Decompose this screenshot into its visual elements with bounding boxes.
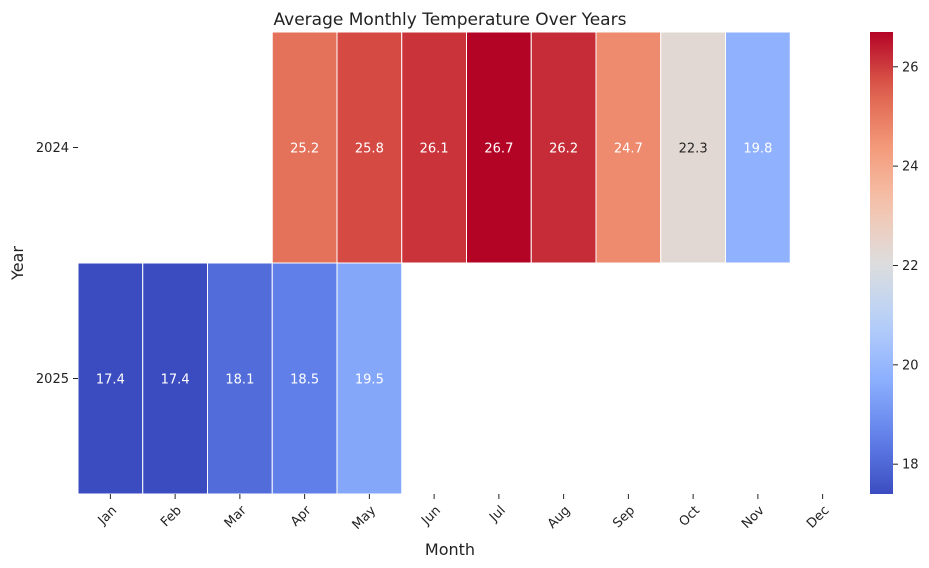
heatmap-cell-2024-May [336, 31, 403, 264]
heatmap-cell-2024-Apr [271, 31, 338, 264]
x-tick-label: May [350, 503, 380, 533]
x-tick-label: Jan [95, 503, 120, 528]
y-tick-label: 2024 [36, 141, 69, 156]
colorbar-tick-label: 20 [902, 358, 919, 373]
colorbar: 18 20 22 24 26 [870, 32, 919, 494]
cell-value-label: 26.2 [549, 142, 578, 157]
x-tick-label: Feb [158, 503, 185, 530]
chart-title: Average Monthly Temperature Over Years [274, 10, 627, 30]
heatmap-cell-2024-Nov [725, 31, 791, 264]
heatmap-cell-2025-Feb [142, 262, 208, 495]
y-tick-label: 2025 [36, 372, 69, 387]
colorbar-tick-label: 26 [902, 60, 919, 75]
cell-value-label: 26.1 [420, 142, 449, 157]
colorbar-tick-label: 18 [902, 458, 919, 473]
heatmap-cell-2024-Aug [530, 31, 597, 264]
x-tick-label: Nov [739, 503, 768, 532]
x-tick-label: Aug [545, 503, 574, 532]
x-axis-label: Month [425, 540, 475, 559]
cell-value-label: 19.8 [743, 142, 772, 157]
cell-value-label: 25.2 [290, 142, 319, 157]
cell-value-label: 22.3 [679, 142, 708, 157]
heatmap-cell-2025-Apr [271, 262, 338, 495]
x-tick-label: Mar [222, 503, 250, 531]
x-tick-label: Jun [418, 503, 444, 529]
x-tick-label: Apr [288, 503, 315, 530]
x-tick-label: Jul [486, 503, 508, 525]
x-tick-label: Oct [676, 503, 703, 530]
colorbar-tick-label: 22 [902, 259, 919, 274]
cell-value-label: 18.5 [290, 373, 319, 388]
heatmap-cell-2024-Sep [595, 31, 662, 264]
cell-value-label: 17.4 [161, 373, 190, 388]
heatmap-cell-2024-Jul [466, 31, 532, 264]
heatmap-cell-2025-May [336, 262, 403, 495]
colorbar-gradient [870, 32, 893, 494]
cell-value-label: 25.8 [355, 142, 384, 157]
cell-value-label: 18.1 [225, 373, 254, 388]
y-axis: 2024 2025 [36, 141, 78, 387]
heatmap-cell-2024-Oct [660, 31, 726, 264]
cell-value-label: 19.5 [355, 373, 384, 388]
colorbar-tick-label: 24 [902, 160, 919, 175]
x-tick-label: Dec [804, 503, 832, 531]
cell-value-label: 17.4 [96, 373, 125, 388]
heatmap-cell-2024-Jun [401, 31, 467, 264]
cell-value-label: 24.7 [614, 142, 643, 157]
cell-value-label: 26.7 [484, 142, 513, 157]
heatmap-cells: 25.2 25.8 26.1 26.7 26.2 24.7 22.3 19.8 17.4 17.4… [77, 31, 791, 495]
x-axis: Jan Feb Mar Apr May Jun Jul Aug Sep Oct Nov Dec [95, 494, 832, 533]
y-axis-label: Year [8, 246, 27, 281]
x-tick-label: Sep [610, 503, 638, 531]
